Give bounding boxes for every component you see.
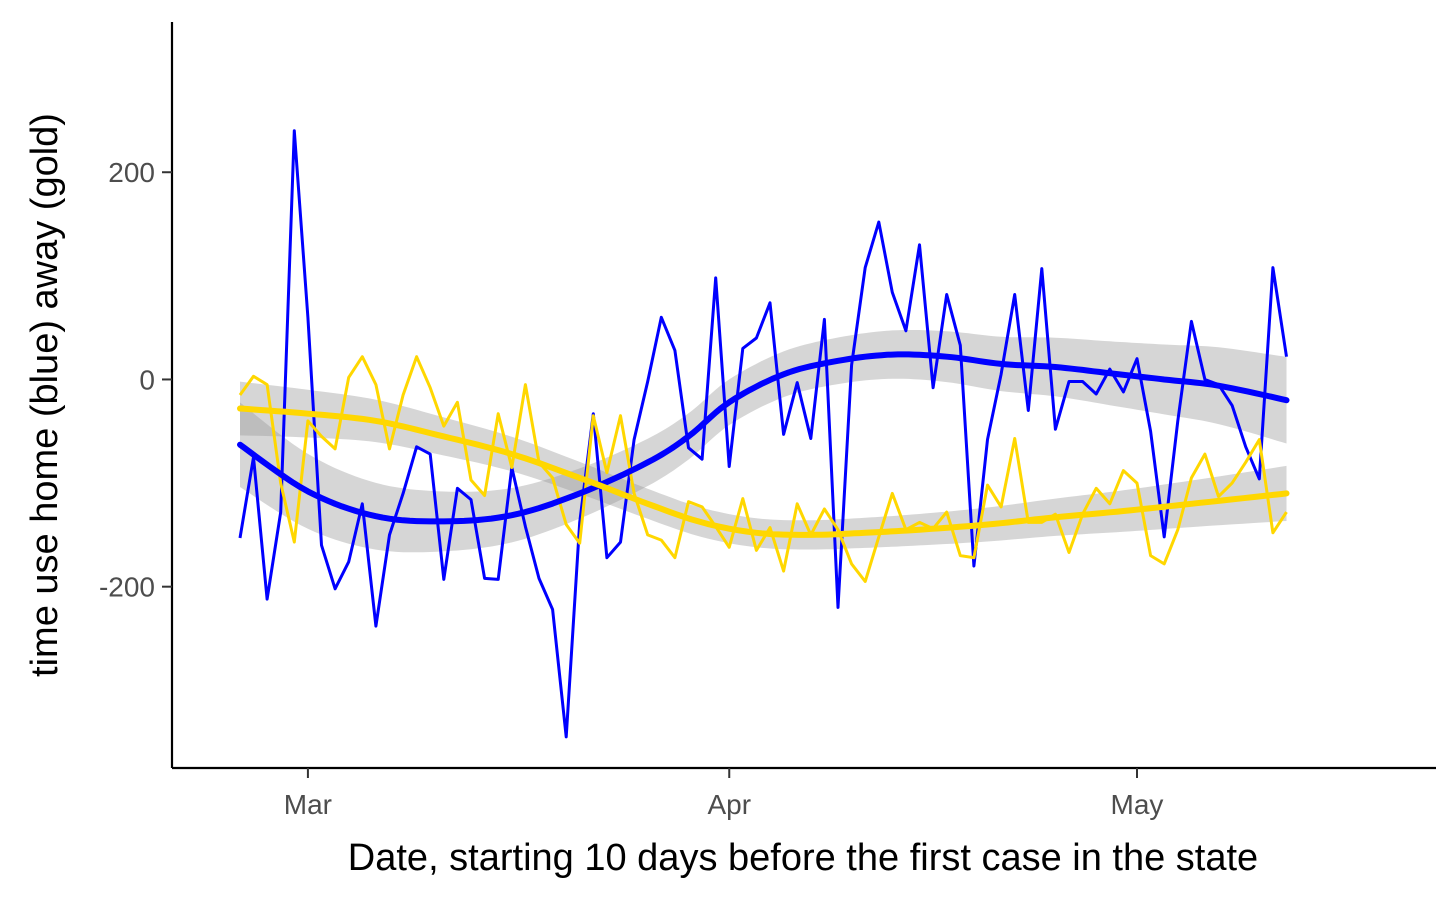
- smoothed-series-line-1: [237, 351, 1290, 525]
- y-tick-label: 0: [139, 364, 155, 395]
- x-tick-label: May: [1111, 789, 1164, 820]
- y-axis-title: time use home (blue) away (gold): [24, 113, 66, 677]
- x-tick-label: Apr: [707, 789, 751, 820]
- raw-series-line-2: [238, 355, 1288, 583]
- x-ticks: Mar Apr May: [284, 768, 1164, 820]
- y-tick-label: -200: [99, 572, 155, 603]
- x-axis-title: Date, starting 10 days before the first …: [348, 837, 1258, 879]
- y-tick-label: 200: [108, 157, 155, 188]
- smoothed-series-line-2: [237, 405, 1290, 538]
- smoothed-series-lines: [237, 351, 1290, 538]
- x-tick-label: Mar: [284, 789, 332, 820]
- y-ticks: 200 0 -200: [99, 157, 172, 603]
